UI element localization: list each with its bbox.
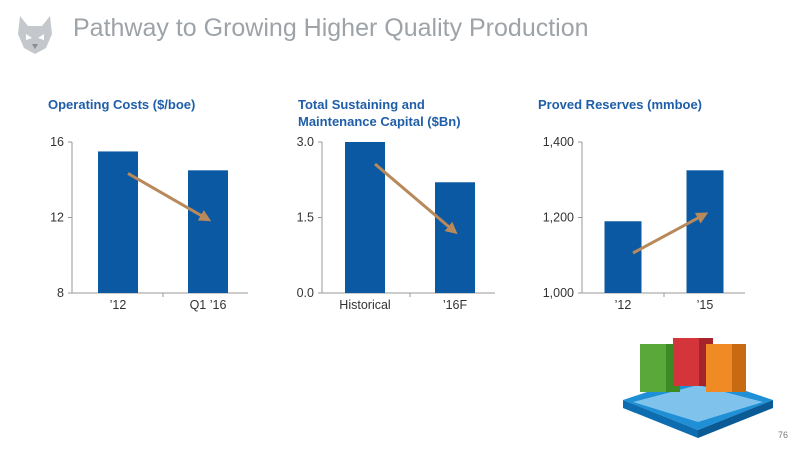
chart-2-y-tick-label: 0.0 — [297, 286, 314, 300]
chart-3-y-tick-label: 1,400 — [543, 135, 574, 149]
chart-1-title: Operating Costs ($/boe) — [48, 97, 196, 112]
chart-2-bar — [345, 142, 385, 293]
chart-1-category-label: Q1 ’16 — [190, 298, 227, 312]
page-number: 76 — [777, 430, 788, 440]
chart-2-title: Total Sustaining and Maintenance Capital… — [298, 97, 461, 129]
chart-3-y-tick-label: 1,000 — [543, 286, 574, 300]
chart-1-bar — [188, 170, 228, 293]
slide-title: Pathway to Growing Higher Quality Produc… — [73, 14, 589, 42]
chart-2-category-label: Historical — [339, 298, 390, 312]
chart-1-y-tick-label: 16 — [50, 135, 64, 149]
chart-2-trend-arrow — [374, 162, 458, 235]
chart-2-category-label: ’16F — [443, 298, 468, 312]
chart-3-bar — [604, 221, 642, 293]
chart-3-category-label: ’15 — [697, 298, 714, 312]
chart-3-category-label: ’12 — [615, 298, 632, 312]
chart-2-bar — [435, 182, 475, 293]
chart-1-bar — [98, 151, 138, 293]
chart-2-y-tick-label: 1.5 — [297, 211, 314, 225]
chart-1-y-tick-label: 8 — [57, 286, 64, 300]
chart-2-y-tick-label: 3.0 — [297, 135, 314, 149]
chart-1-trend-arrow — [127, 172, 212, 222]
business-segments-blocks — [623, 338, 773, 438]
chart-3-y-tick-label: 1,200 — [543, 211, 574, 225]
chart-3-bar — [686, 170, 724, 293]
chart-3-title: Proved Reserves (mmboe) — [538, 97, 703, 112]
chart-1-y-tick-label: 12 — [50, 211, 64, 225]
husky-dog-logo — [18, 16, 52, 54]
chart-1-category-label: ’12 — [110, 298, 127, 312]
chart-3-trend-arrow — [632, 212, 709, 255]
